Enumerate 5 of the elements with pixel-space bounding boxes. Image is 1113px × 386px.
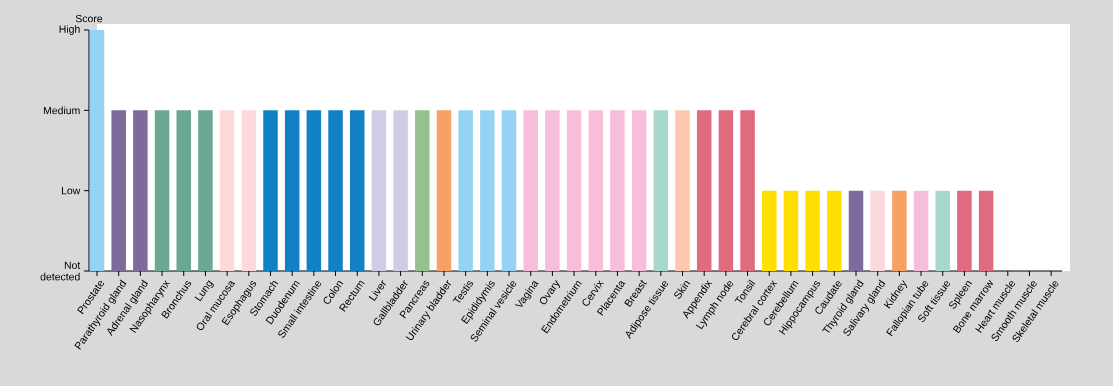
text: Low (61, 187, 81, 195)
text: Medium (43, 106, 80, 115)
text: Not detected (40, 261, 81, 281)
y-axis-title: Score (75, 14, 103, 23)
text: High (59, 25, 80, 35)
